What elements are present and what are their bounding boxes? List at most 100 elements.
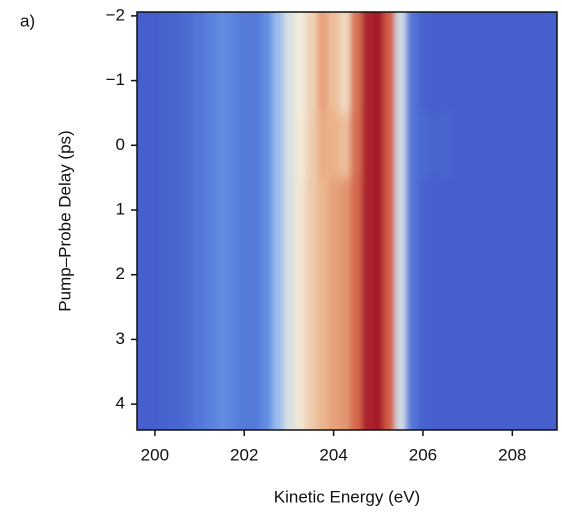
heatmap-cell <box>193 307 206 373</box>
heatmap-cell <box>395 307 407 373</box>
heatmap-cell <box>428 177 441 243</box>
heatmap-cell <box>171 12 184 49</box>
heatmap-cell <box>328 177 340 243</box>
heatmap-cell <box>260 242 273 308</box>
heatmap-cell <box>395 12 407 49</box>
heatmap-cell <box>428 371 441 430</box>
heatmap-cell <box>473 177 485 243</box>
heatmap-cell <box>160 177 173 243</box>
heatmap-cell <box>182 48 195 114</box>
heatmap-cell <box>540 177 553 243</box>
heatmap-cell <box>428 48 441 114</box>
heatmap-cell <box>137 177 150 243</box>
heatmap-cell <box>517 48 530 114</box>
heatmap-cell <box>249 48 262 114</box>
y-tick-label: −2 <box>106 5 125 24</box>
heatmap-cell <box>160 242 173 308</box>
heatmap-cell <box>339 112 351 179</box>
heatmap-cell <box>149 112 162 179</box>
heatmap-cell <box>160 371 173 430</box>
heatmap-cell <box>495 307 508 373</box>
heatmap-cell <box>361 371 374 430</box>
heatmap-cell <box>350 371 363 430</box>
heatmap-cell <box>149 307 162 373</box>
heatmap-cell <box>328 371 340 430</box>
heatmap-cell <box>417 307 430 373</box>
heatmap-cell <box>517 177 530 243</box>
heatmap-cell <box>316 307 329 373</box>
heatmap-cell <box>439 48 452 114</box>
heatmap-cell <box>484 112 497 179</box>
heatmap-cell <box>316 177 329 243</box>
heatmap-cell <box>193 371 206 430</box>
heatmap-cell <box>149 48 162 114</box>
y-axis-label: Pump–Probe Delay (ps) <box>55 130 74 311</box>
heatmap-cell <box>305 112 318 179</box>
heatmap-cell <box>272 48 284 114</box>
heatmap-cell <box>372 242 385 308</box>
heatmap-cell <box>428 112 441 179</box>
heatmap-cell <box>350 242 363 308</box>
heatmap-cell <box>171 307 184 373</box>
heatmap-cell <box>316 48 329 114</box>
heatmap <box>137 12 557 430</box>
heatmap-cell <box>339 307 351 373</box>
x-tick-label: 204 <box>319 445 347 464</box>
heatmap-cell <box>473 307 485 373</box>
y-tick-label: 1 <box>116 199 125 218</box>
heatmap-cell <box>439 307 452 373</box>
heatmap-cell <box>406 242 418 308</box>
heatmap-cell <box>428 12 441 49</box>
heatmap-cell <box>294 177 307 243</box>
heatmap-cell <box>417 371 430 430</box>
heatmap-cell <box>205 242 217 308</box>
heatmap-cell <box>417 112 430 179</box>
heatmap-cell <box>450 371 463 430</box>
heatmap-cell <box>182 371 195 430</box>
heatmap-cell <box>272 177 284 243</box>
heatmap-cell <box>383 112 396 179</box>
heatmap-cell <box>283 242 296 308</box>
heatmap-cell <box>495 48 508 114</box>
heatmap-cell <box>551 242 557 308</box>
heatmap-cell <box>316 12 329 49</box>
heatmap-cell <box>484 48 497 114</box>
heatmap-cell <box>361 177 374 243</box>
heatmap-cell <box>305 307 318 373</box>
heatmap-cell <box>171 242 184 308</box>
heatmap-cell <box>205 12 217 49</box>
heatmap-cell <box>305 177 318 243</box>
heatmap-cell <box>160 112 173 179</box>
heatmap-cell <box>182 242 195 308</box>
heatmap-cell <box>462 48 474 114</box>
heatmap-cell <box>283 307 296 373</box>
heatmap-cell <box>428 307 441 373</box>
heatmap-cell <box>249 12 262 49</box>
heatmap-cell <box>372 371 385 430</box>
x-tick-label: 206 <box>409 445 437 464</box>
heatmap-cell <box>249 112 262 179</box>
heatmap-cell <box>417 242 430 308</box>
x-tick-label: 202 <box>230 445 258 464</box>
heatmap-cell <box>272 12 284 49</box>
heatmap-cell <box>227 12 240 49</box>
heatmap-cell <box>484 12 497 49</box>
heatmap-cell <box>439 177 452 243</box>
heatmap-cell <box>205 112 217 179</box>
heatmap-cell <box>417 12 430 49</box>
heatmap-cell <box>249 242 262 308</box>
heatmap-cell <box>171 112 184 179</box>
heatmap-cell <box>283 12 296 49</box>
heatmap-cells <box>137 12 557 430</box>
heatmap-cell <box>495 242 508 308</box>
y-tick-label: 2 <box>116 264 125 283</box>
heatmap-cell <box>350 307 363 373</box>
heatmap-cell <box>551 177 557 243</box>
heatmap-cell <box>216 112 229 179</box>
heatmap-cell <box>249 371 262 430</box>
heatmap-cell <box>249 177 262 243</box>
heatmap-cell <box>272 307 284 373</box>
heatmap-cell <box>160 48 173 114</box>
heatmap-cell <box>361 242 374 308</box>
